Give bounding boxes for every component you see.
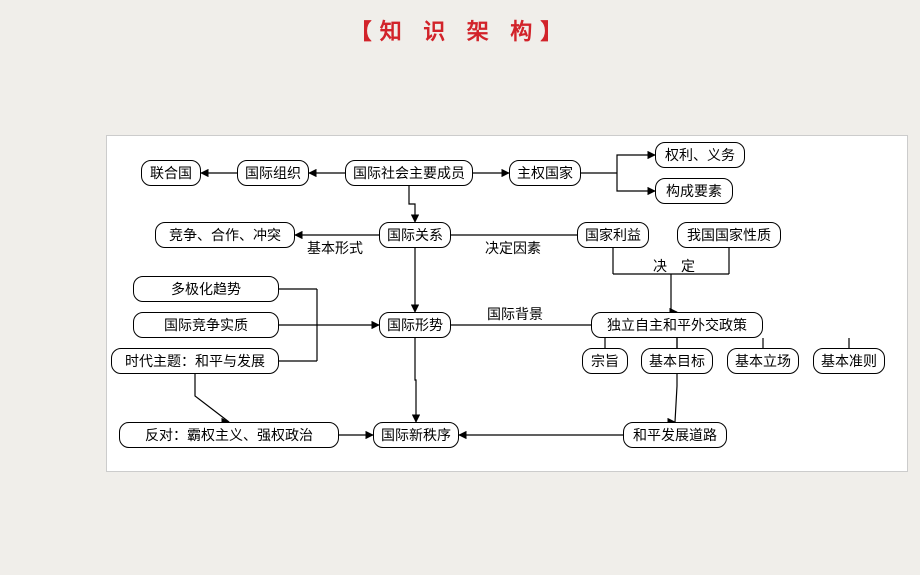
node-sovereign: 主权国家: [509, 160, 581, 186]
node-members: 国际社会主要成员: [345, 160, 473, 186]
node-policy: 独立自主和平外交政策: [591, 312, 763, 338]
diagram-panel: 联合国 国际组织 国际社会主要成员 主权国家 权利、义务构成要素竞争、合作、冲突 国际关系…: [106, 135, 908, 472]
node-multipolar: 多极化趋势: [133, 276, 279, 302]
label-decide: 决 定: [653, 256, 695, 276]
node-peacepath: 和平发展道路: [623, 422, 727, 448]
label-decfactor: 决定因素: [485, 238, 541, 258]
node-un: 联合国: [141, 160, 201, 186]
node-era: 时代主题：和平与发展: [111, 348, 279, 374]
node-relations: 国际关系: [379, 222, 451, 248]
page-title: 【知 识 架 构】: [0, 0, 920, 46]
node-compess: 国际竞争实质: [133, 312, 279, 338]
node-stance: 基本立场: [727, 348, 799, 374]
node-goal: 基本目标: [641, 348, 713, 374]
node-purpose: 宗旨: [582, 348, 628, 374]
node-cnnature: 我国国家性质: [677, 222, 781, 248]
node-interest: 国家利益: [577, 222, 649, 248]
label-basicform: 基本形式: [307, 238, 363, 258]
node-intlorg: 国际组织: [237, 160, 309, 186]
label-intlbg: 国际背景: [487, 304, 543, 324]
node-neworder: 国际新秩序: [373, 422, 459, 448]
node-ccc: 竞争、合作、冲突: [155, 222, 295, 248]
node-principle: 基本准则: [813, 348, 885, 374]
node-elements: 构成要素: [655, 178, 733, 204]
node-situation: 国际形势: [379, 312, 451, 338]
node-rights: 权利、义务: [655, 142, 745, 168]
node-oppose: 反对：霸权主义、强权政治: [119, 422, 339, 448]
